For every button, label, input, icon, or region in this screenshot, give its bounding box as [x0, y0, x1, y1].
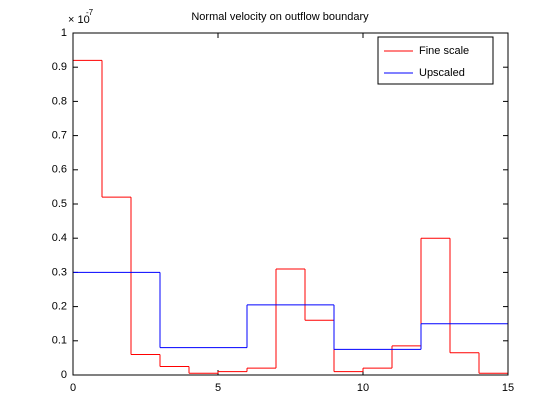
y-tick-label: 0.1 — [52, 335, 67, 347]
x-tick-label: 15 — [502, 382, 514, 394]
x-tick-label: 0 — [70, 382, 76, 394]
chart-title: Normal velocity on outflow boundary — [191, 11, 369, 23]
x-tick-label: 10 — [357, 382, 369, 394]
y-tick-label: 0.7 — [52, 130, 67, 142]
y-tick-label: 0.6 — [52, 164, 67, 176]
legend-label: Upscaled — [419, 67, 465, 79]
x-tick-label: 5 — [215, 382, 221, 394]
y-tick-label: 0.9 — [52, 61, 67, 73]
axes-box — [72, 32, 509, 376]
y-tick-label: 1 — [61, 27, 67, 39]
y-multiplier-exponent: -7 — [86, 8, 94, 17]
y-tick-label: 0.8 — [52, 95, 67, 107]
y-tick-label: 0.5 — [52, 198, 67, 210]
y-multiplier: × 10 — [68, 14, 90, 26]
y-tick-label: 0 — [61, 369, 67, 381]
y-tick-label: 0.2 — [52, 301, 67, 313]
legend-label: Fine scale — [419, 45, 469, 57]
y-tick-label: 0.4 — [52, 232, 67, 244]
legend-box — [377, 36, 494, 85]
y-tick-label: 0.3 — [52, 266, 67, 278]
